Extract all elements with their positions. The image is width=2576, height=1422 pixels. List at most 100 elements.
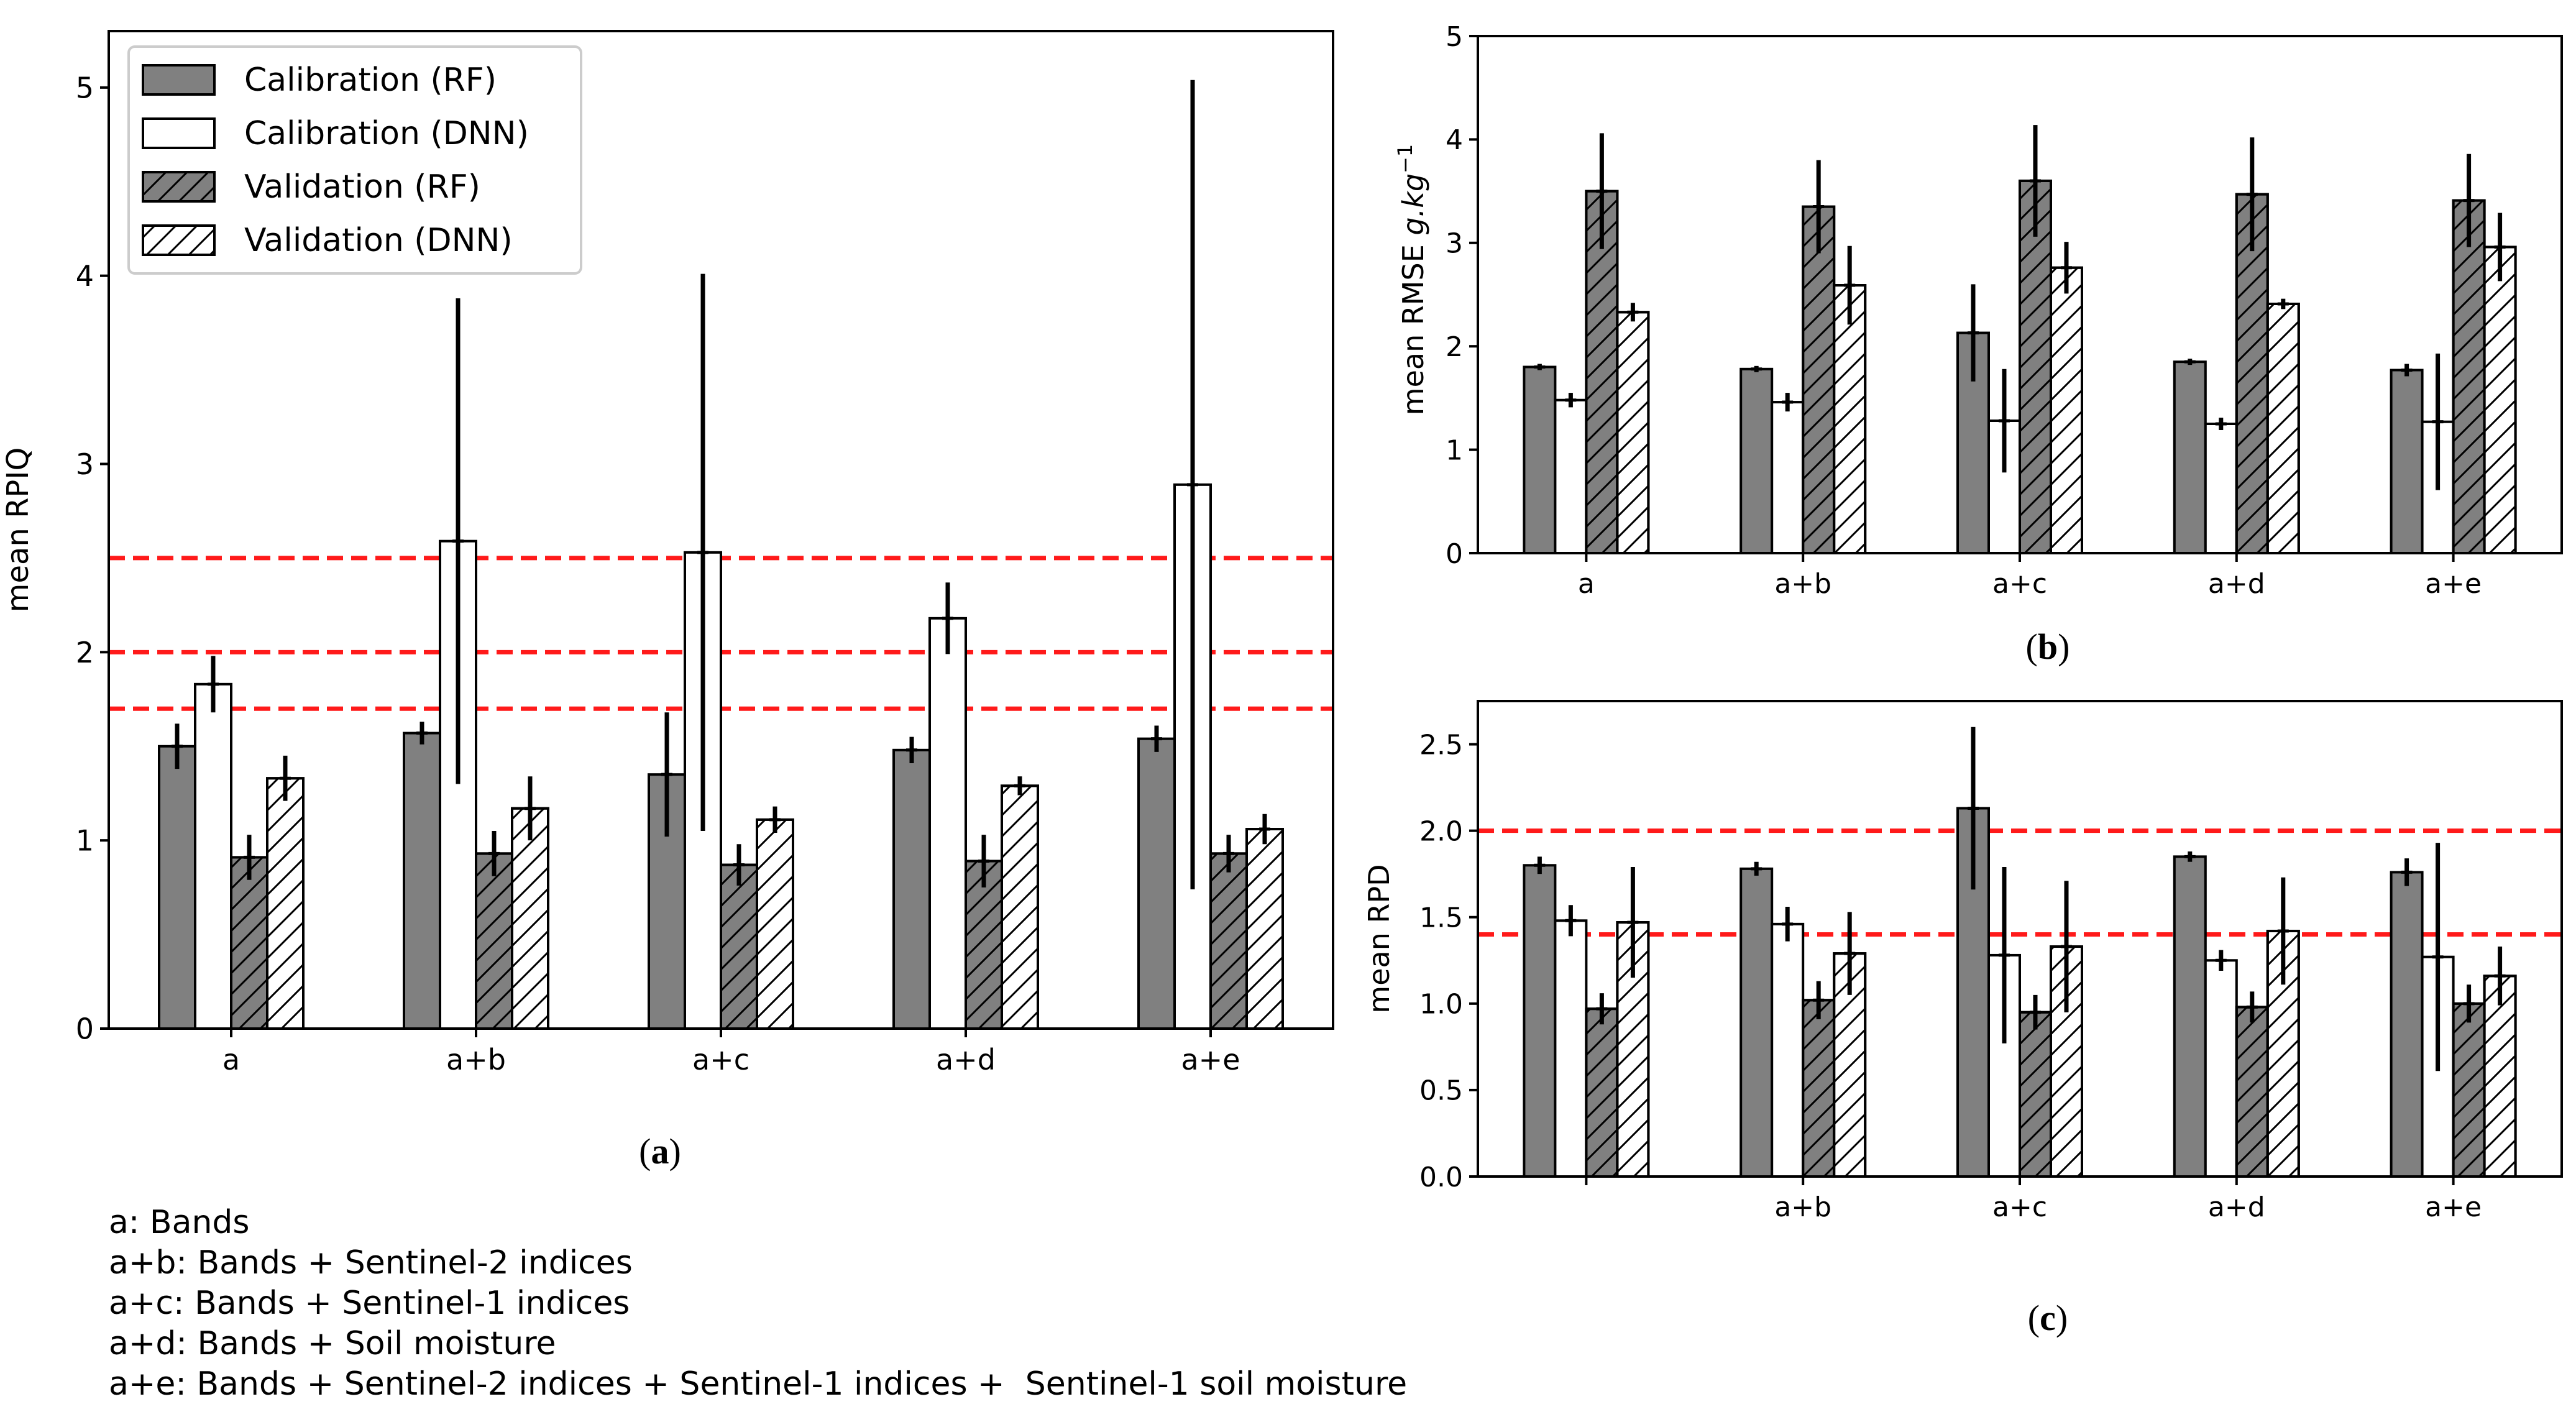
bar-hatch-3 bbox=[1802, 205, 1836, 554]
x-tick-label-a+c: a+c bbox=[692, 1043, 749, 1076]
bar-1-a+d bbox=[892, 748, 931, 1030]
bar-hatch-4 bbox=[756, 818, 794, 1030]
bar-hatch-3 bbox=[2235, 1006, 2269, 1178]
y-tick-label: 0.0 bbox=[1419, 1162, 1463, 1193]
bar-hatch-4 bbox=[2266, 302, 2300, 554]
footnote-a-c: a+c: Bands + Sentinel-1 indices bbox=[109, 1285, 630, 1322]
panel-b-ylabel: mean RMSE g.kg−1 bbox=[1393, 144, 1430, 415]
bar-2- bbox=[1554, 919, 1588, 1178]
y-tick-label: 2 bbox=[1446, 331, 1463, 363]
bar-2-a+b bbox=[1771, 401, 1805, 555]
footnote-a-b: a+b: Bands + Sentinel-2 indices bbox=[109, 1244, 633, 1282]
bar-1-a+e bbox=[1137, 737, 1176, 1030]
legend-label-3: Validation (RF) bbox=[244, 168, 480, 206]
x-tick-label-a+c: a+c bbox=[1992, 568, 2047, 600]
legend-label-1: Calibration (RF) bbox=[244, 62, 497, 99]
y-tick-label: 2.0 bbox=[1419, 815, 1463, 847]
bar-hatch-3 bbox=[1585, 1007, 1619, 1178]
y-tick-label: 4 bbox=[76, 259, 94, 293]
bar-hatch-3 bbox=[475, 852, 513, 1030]
bar-1-a+d bbox=[2173, 360, 2207, 554]
footnotes: a: Bands a+b: Bands + Sentinel-2 indices… bbox=[109, 1204, 1407, 1403]
x-tick-label-a: a bbox=[222, 1043, 240, 1076]
panel-c-caption: (c) bbox=[2028, 1298, 2068, 1338]
bar-hatch-4 bbox=[2483, 975, 2517, 1178]
bar-1-a+e bbox=[2390, 871, 2424, 1178]
legend-swatch-1 bbox=[142, 64, 216, 96]
bar-hatch-4 bbox=[266, 777, 305, 1030]
y-tick-label: 0 bbox=[1446, 538, 1463, 570]
x-tick-label-a+d: a+d bbox=[2208, 568, 2265, 600]
y-tick-label: 5 bbox=[1446, 21, 1463, 53]
bar-1- bbox=[1523, 864, 1557, 1178]
legend-label-4: Validation (DNN) bbox=[244, 222, 513, 259]
bar-hatch-3 bbox=[1585, 190, 1619, 555]
footnote-a: a: Bands bbox=[109, 1204, 250, 1241]
panel-a-caption: (a) bbox=[639, 1131, 681, 1172]
x-tick-label-a+d: a+d bbox=[936, 1043, 996, 1076]
y-tick-label: 2 bbox=[76, 636, 94, 669]
x-tick-label-a: a bbox=[1578, 568, 1595, 600]
y-axis-label: mean RPD bbox=[1362, 864, 1396, 1013]
bar-hatch-3 bbox=[720, 863, 758, 1030]
legend: Calibration (RF) Calibration (DNN) Validat… bbox=[127, 45, 582, 275]
bar-hatch-3 bbox=[2452, 199, 2486, 554]
footnote-a-d: a+d: Bands + Soil moisture bbox=[109, 1325, 556, 1362]
panel-c-chart: 0.0 0.5 1.0 1.5 2.0 2.5 a+b a+c a+d a+e mean RPD bbox=[1362, 700, 2563, 1223]
x-tick-label-a+e: a+e bbox=[2425, 568, 2482, 600]
bar-hatch-4 bbox=[1001, 784, 1039, 1030]
bar-2-a+d bbox=[2204, 959, 2238, 1178]
x-tick-label-a+b: a+b bbox=[1774, 1191, 1831, 1223]
bar-hatch-3 bbox=[2019, 1011, 2052, 1178]
bar-hatch-4 bbox=[1833, 284, 1867, 554]
legend-swatch-2 bbox=[142, 117, 216, 149]
bar-hatch-4 bbox=[1245, 828, 1284, 1030]
y-tick-label: 0.5 bbox=[1419, 1075, 1463, 1107]
bar-hatch-4 bbox=[511, 807, 549, 1030]
panel-b-caption: (b) bbox=[2026, 626, 2070, 667]
bar-hatch-4 bbox=[2050, 266, 2083, 554]
y-tick-label: 3 bbox=[76, 447, 94, 481]
bar-1-a+b bbox=[1739, 867, 1774, 1178]
x-tick-label-a+c: a+c bbox=[1992, 1191, 2047, 1223]
bar-1-a bbox=[1523, 365, 1557, 554]
bar-2-a+d bbox=[928, 617, 967, 1030]
footnote-a-e: a+e: Bands + Sentinel-2 indices + Sentin… bbox=[109, 1365, 1407, 1403]
y-tick-label: 1.0 bbox=[1419, 989, 1463, 1021]
bar-2-a bbox=[1554, 398, 1588, 555]
legend-frame bbox=[127, 45, 582, 275]
bar-2-a+d bbox=[2204, 423, 2238, 554]
legend-swatch-hatch bbox=[142, 224, 216, 256]
x-tick-label-a+e: a+e bbox=[2425, 1191, 2482, 1223]
y-tick-label: 3 bbox=[1446, 228, 1463, 260]
x-tick-label-a+b: a+b bbox=[446, 1043, 506, 1076]
panel-b-chart: 0 1 2 3 4 5 a a+b a+c a+d a+e bbox=[1446, 21, 2563, 600]
bar-hatch-3 bbox=[230, 856, 268, 1030]
y-tick-label: 4 bbox=[1446, 124, 1463, 156]
y-tick-label: 0 bbox=[76, 1012, 94, 1046]
y-tick-label: 2.5 bbox=[1419, 729, 1463, 761]
y-tick-label: 1 bbox=[1446, 434, 1463, 466]
y-tick-label: 5 bbox=[76, 71, 94, 104]
bar-2-a+b bbox=[1771, 922, 1805, 1178]
x-tick-label-a+d: a+d bbox=[2208, 1191, 2265, 1223]
y-tick-label: 1.5 bbox=[1419, 902, 1463, 934]
bar-1-a+b bbox=[403, 732, 441, 1030]
bar-hatch-4 bbox=[2483, 245, 2517, 554]
bar-hatch-3 bbox=[1802, 999, 1836, 1178]
bar-hatch-3 bbox=[2452, 1002, 2486, 1178]
bar-hatch-3 bbox=[1209, 852, 1248, 1030]
y-axis-label: mean RPIQ bbox=[1, 447, 35, 613]
bar-1-a+b bbox=[1739, 367, 1774, 554]
panel-a-chart: 0 1 2 3 4 5 a a+b a+c a+d a+e mean RPIQ bbox=[1, 30, 1334, 1076]
x-tick-label-a+e: a+e bbox=[1181, 1043, 1240, 1076]
y-tick-label: 1 bbox=[76, 824, 94, 858]
x-tick-label-a+b: a+b bbox=[1774, 568, 1831, 600]
bar-1-a bbox=[158, 745, 196, 1030]
bar-2-a bbox=[194, 682, 232, 1030]
bar-1-a+d bbox=[2173, 855, 2207, 1178]
bar-hatch-4 bbox=[1616, 311, 1650, 554]
legend-swatch-hatch bbox=[142, 171, 216, 203]
legend-label-2: Calibration (DNN) bbox=[244, 115, 529, 152]
